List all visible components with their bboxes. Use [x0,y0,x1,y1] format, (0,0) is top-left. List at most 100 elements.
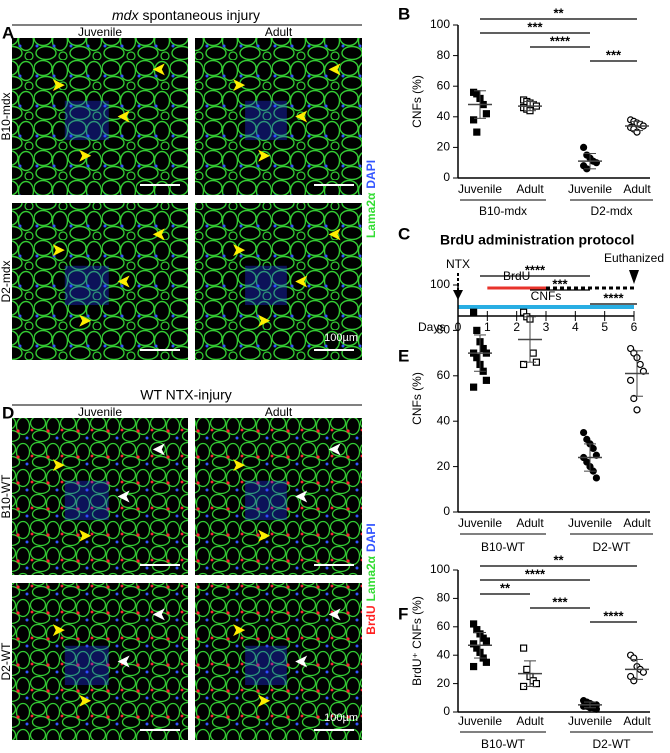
significance-label: ** [500,580,511,595]
arrowhead [233,459,246,472]
data-point [482,376,490,384]
x-tick-label: Adult [516,182,544,196]
data-point [626,376,635,384]
significance-label: *** [552,276,568,291]
data-point [519,644,528,652]
dapi-tint [64,265,109,306]
title-italic: mdx [112,7,139,23]
arrowhead [117,110,130,123]
arrowhead [233,244,246,257]
y-tick-label: 100 [430,562,450,576]
x-tick-label: Adult [623,714,651,728]
arrowhead [52,244,65,257]
panel-label: C [398,224,410,243]
stain-legend: Lama2α DAPI [364,160,378,238]
stain-name: BrdU [364,605,378,634]
arrowhead [295,110,308,123]
row-label: B10-mdx [0,92,13,140]
arrowhead [52,459,65,472]
y-axis-label: CNFs (%) [410,75,424,128]
data-point [630,394,638,403]
data-point [482,658,490,666]
panel-label: F [398,604,408,623]
data-point [473,326,481,334]
data-point [519,360,528,369]
arrowhead [328,608,341,621]
panel-label: D [2,403,14,422]
window-label: CNFs [531,289,562,303]
arrowhead [295,275,308,288]
arrowhead [295,490,308,503]
day-label: 5 [601,320,608,334]
y-tick-label: 40 [437,109,451,123]
arrowhead [117,490,130,503]
panel-label: E [398,346,409,365]
arrowhead [258,314,271,327]
data-point [579,143,588,151]
y-tick-label: 40 [437,647,451,661]
arrowhead [233,79,246,92]
y-tick-label: 20 [437,459,451,473]
stain-legend: BrdU Lama2α DAPI [364,523,378,634]
day-label: 2 [513,320,520,334]
day-label: 1 [484,320,491,334]
axis-label: Days [418,320,445,334]
arrowhead [295,655,308,668]
y-tick-label: 60 [437,619,451,633]
arrowhead [79,529,92,542]
column-label: Adult [265,25,293,39]
arrowhead [117,275,130,288]
panel-label: A [2,23,14,42]
y-tick-label: 100 [430,17,450,31]
significance-label: **** [550,33,571,48]
x-tick-label: Juvenile [458,714,502,728]
arrowhead [328,228,341,241]
micrograph [195,38,362,195]
arrowhead [258,149,271,162]
micrograph [12,203,188,360]
x-tick-label: Adult [516,516,544,530]
data-point [470,662,478,671]
y-tick-label: 60 [437,78,451,92]
day-label: 6 [631,320,638,334]
group-label: B10-WT [481,540,526,554]
stain-name: Lama2α [364,192,378,238]
x-tick-label: Juvenile [568,714,612,728]
y-axis-label: BrdU⁺ CNFs (%) [410,596,424,686]
scale-bar-label: 100µm [324,712,358,724]
arrowhead [79,694,92,707]
y-tick-label: 0 [443,704,450,718]
significance-label: **** [603,608,624,623]
y-tick-label: 60 [437,368,451,382]
micrograph [12,583,188,740]
x-tick-label: Adult [623,182,651,196]
panel-title: WT NTX-injury [140,387,232,403]
data-point [630,654,638,662]
significance-label: **** [525,566,546,581]
arrowhead [152,443,165,456]
micrograph [12,38,188,195]
significance-label: ** [553,5,564,20]
dapi-tint [245,265,287,306]
x-tick-label: Juvenile [458,182,502,196]
data-point [473,128,481,136]
arrowhead [152,608,165,621]
injury-label: NTX [446,257,470,271]
arrowhead [629,270,639,284]
data-point [470,308,478,316]
significance-label: *** [606,47,622,62]
data-point [482,110,490,118]
y-tick-label: 80 [437,48,451,62]
day-label: 4 [572,320,579,334]
data-point [589,444,597,453]
group-label: B10-WT [481,737,526,751]
arrowhead [52,79,65,92]
dapi-tint [245,100,287,141]
scale-bar-label: 100µm [324,332,358,344]
stain-name: Lama2α [364,555,378,601]
arrowhead [258,694,271,707]
column-label: Juvenile [78,405,122,419]
row-label: B10-WT [0,474,13,519]
column-label: Juvenile [78,25,122,39]
